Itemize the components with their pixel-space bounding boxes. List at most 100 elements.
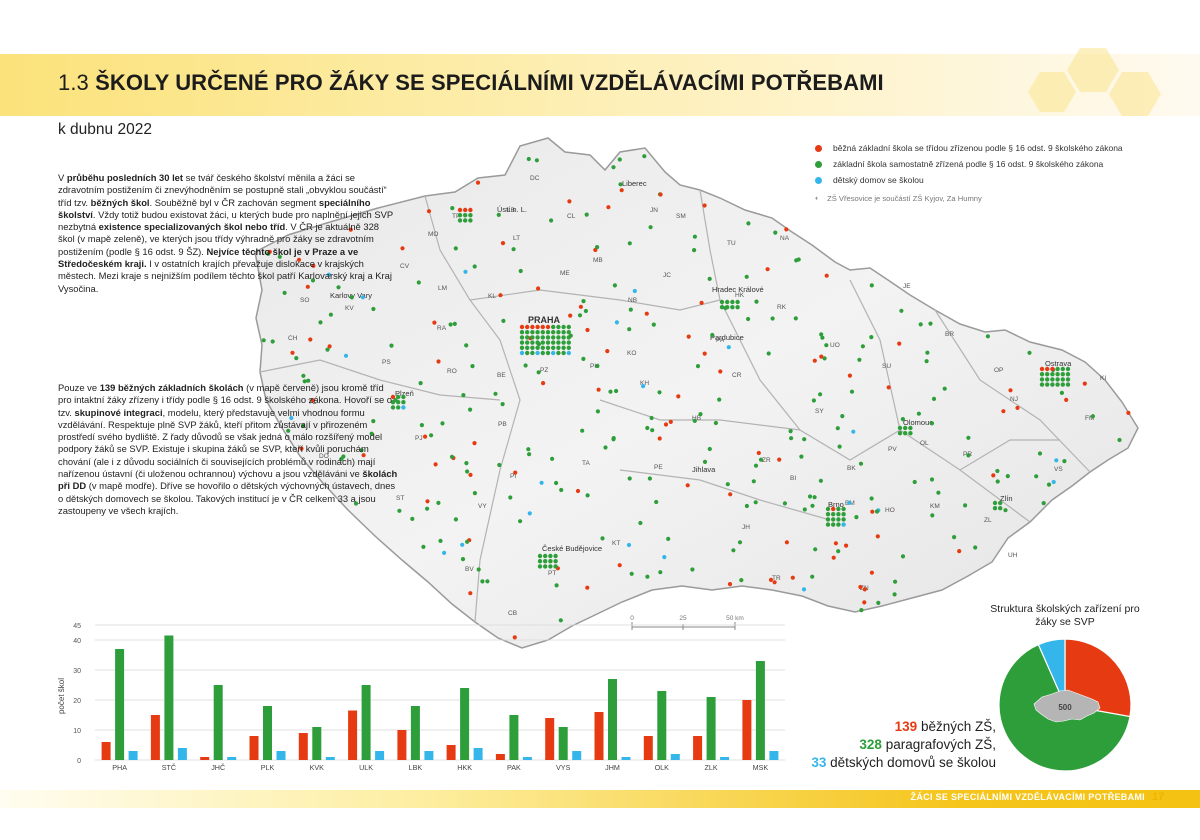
district-code: PA [716, 337, 725, 344]
scale-label-25: 25 [679, 615, 687, 622]
school-dot [472, 491, 477, 496]
school-dot [561, 345, 566, 350]
school-dot [426, 209, 432, 214]
school-dot [548, 553, 553, 559]
school-dot [702, 459, 708, 464]
school-dot [457, 207, 463, 213]
school-dot [605, 349, 610, 354]
school-dot [825, 512, 831, 517]
school-dot [463, 269, 468, 274]
district-code: KL [488, 293, 496, 300]
body-text: . V ČR je aktuálně 328 škol (v mapě zele… [58, 221, 379, 257]
school-dot [282, 290, 287, 295]
school-dot [348, 227, 353, 232]
page-subtitle: k dubnu 2022 [58, 121, 152, 138]
legend-item-regular-school: běžná základní škola se třídou zřízenou … [815, 140, 1123, 156]
school-dot [460, 542, 465, 547]
x-tick-label: ULK [359, 763, 373, 772]
school-dot [397, 508, 402, 513]
school-dot [325, 347, 330, 352]
district-code: JE [903, 283, 911, 290]
district-code: BV [465, 566, 474, 573]
bar [460, 688, 470, 760]
school-dot [746, 316, 751, 322]
school-dot [900, 554, 906, 559]
district-code: CL [567, 213, 576, 220]
school-dot [820, 335, 825, 340]
school-dot [461, 393, 466, 398]
school-dot [662, 555, 667, 560]
school-dot [390, 405, 396, 410]
school-dot [558, 618, 563, 623]
school-dot [998, 500, 1003, 506]
school-dot [527, 452, 532, 457]
school-dot [831, 522, 836, 527]
school-dot [874, 509, 880, 514]
body-text: V [58, 172, 67, 183]
school-dot [580, 428, 585, 433]
school-dot [690, 567, 695, 572]
school-dot [699, 300, 704, 305]
bar [742, 700, 752, 760]
bar [473, 748, 483, 760]
bar [115, 649, 125, 760]
emphasis-text: školách při DD [58, 468, 398, 492]
body-paragraph-1: V průběhu posledních 30 let se tvář česk… [58, 172, 398, 295]
school-dot [758, 457, 764, 462]
school-dot [519, 345, 525, 350]
school-dot [707, 446, 712, 452]
school-dot [463, 218, 468, 223]
school-dot [349, 295, 354, 300]
school-dot [876, 600, 881, 606]
bar [424, 751, 434, 760]
school-dot [1034, 474, 1039, 479]
school-dot [793, 316, 798, 321]
school-dot [897, 425, 903, 431]
school-dot [468, 218, 473, 223]
school-dot [540, 350, 545, 356]
school-dot [992, 500, 998, 506]
school-dot [727, 582, 733, 587]
school-dot [556, 324, 561, 330]
zlin-cluster [992, 500, 1003, 511]
school-dot [796, 257, 801, 262]
school-dot [957, 549, 962, 554]
school-dot [719, 305, 725, 310]
school-dot [608, 389, 613, 394]
school-dot [549, 218, 554, 223]
body-text: I v ostatních krajích převažuje dislokac… [58, 258, 392, 294]
district-code: SY [815, 408, 824, 415]
school-dot [666, 536, 671, 542]
bar [545, 718, 555, 760]
school-dot [854, 515, 859, 520]
school-dot [359, 448, 364, 453]
district-code: KH [640, 380, 649, 387]
school-dot [540, 335, 545, 340]
bar [558, 727, 568, 760]
school-dot [548, 564, 553, 569]
school-dot [416, 280, 421, 285]
school-dot [668, 419, 673, 424]
district-code: PJ [415, 435, 423, 442]
district-code: UO [830, 342, 840, 349]
school-dot [511, 247, 516, 252]
school-dot [869, 283, 874, 288]
bar [128, 751, 138, 760]
school-dot [584, 212, 589, 217]
school-dot [595, 245, 600, 250]
school-dot [328, 312, 333, 317]
district-code: PT [548, 570, 556, 577]
bar [720, 757, 730, 760]
school-dot [638, 520, 643, 526]
school-dot [825, 506, 831, 512]
school-dot [812, 495, 817, 500]
school-dot [600, 536, 605, 541]
school-dot [551, 335, 556, 340]
district-code: CB [508, 610, 517, 617]
school-dot [903, 431, 908, 436]
school-dot [553, 559, 558, 564]
school-dot [472, 264, 477, 269]
school-dot [530, 330, 535, 335]
city-label: Olomouc [903, 418, 933, 427]
district-code: CR [732, 372, 742, 379]
